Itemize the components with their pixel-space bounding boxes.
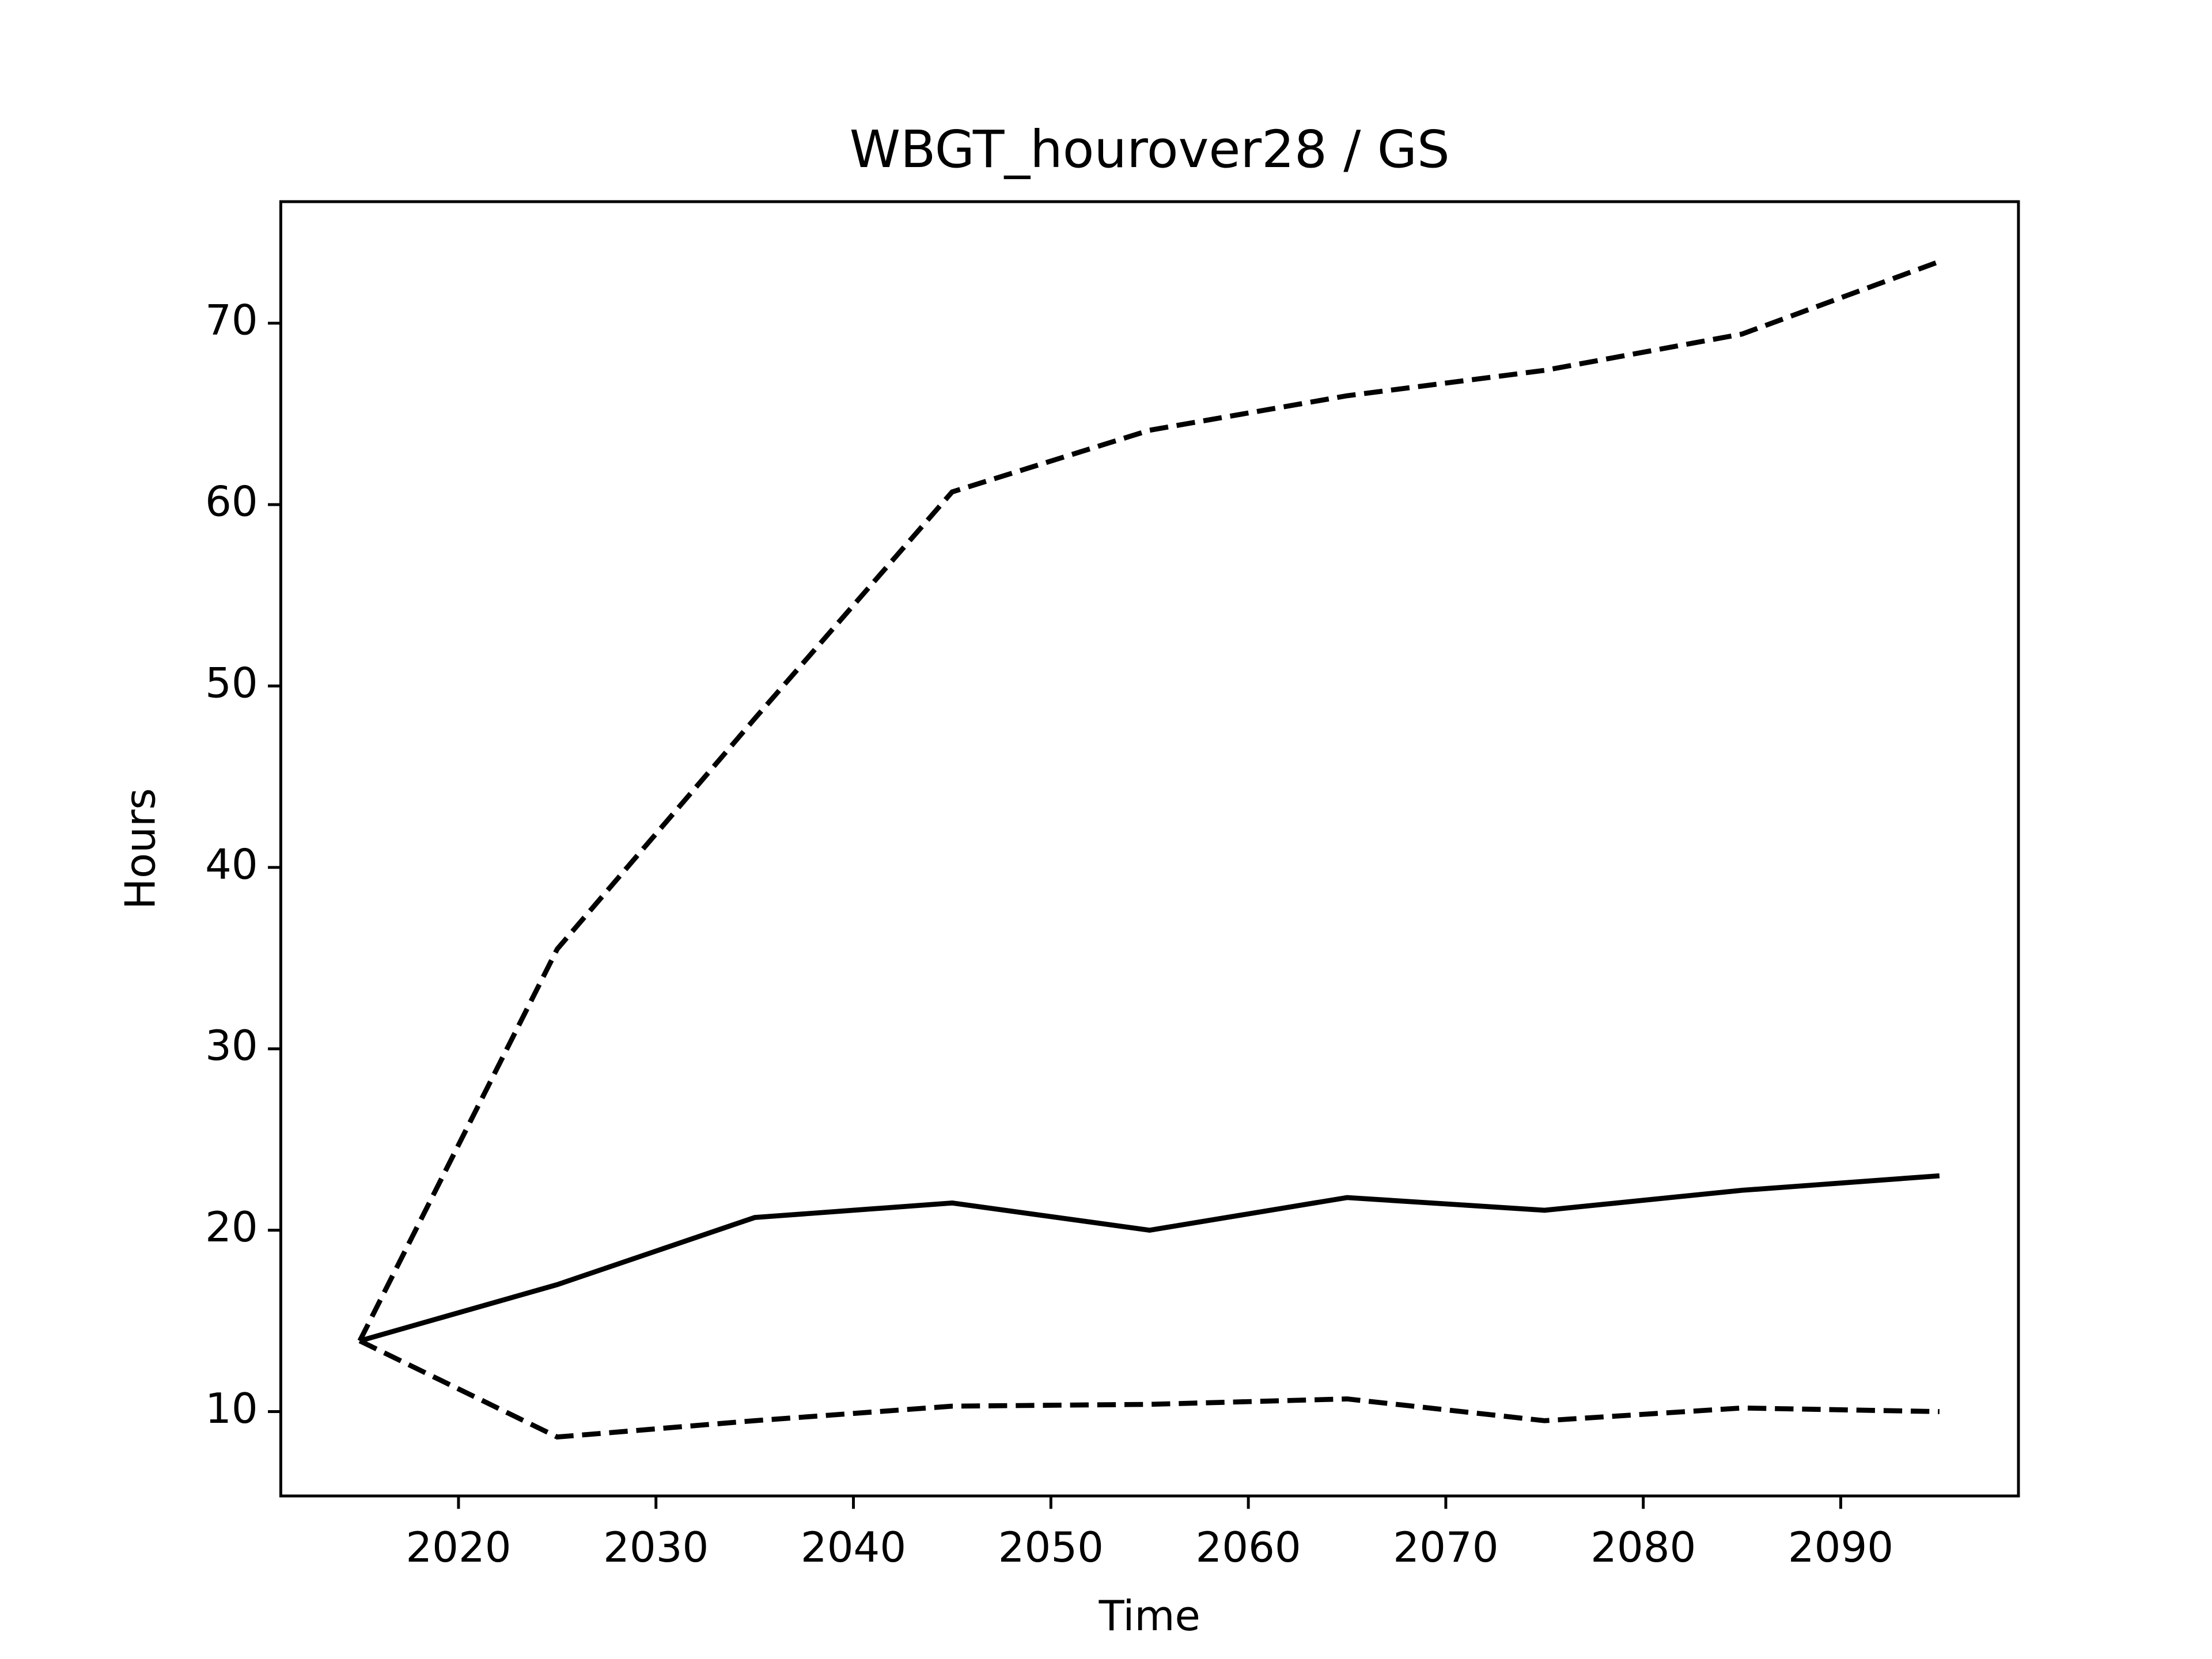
y-tick-label: 10 [205,1384,258,1433]
y-tick-label: 30 [205,1021,258,1070]
chart-title: WBGT_hourover28 / GS [850,120,1450,180]
x-tick-label: 2080 [1590,1523,1696,1571]
y-tick-label: 50 [205,658,258,707]
plot-frame [279,200,2020,1498]
line [358,1338,1940,1440]
x-tick-label: 2020 [406,1523,511,1571]
y-tick-label: 70 [205,296,258,344]
x-tick-label: 2090 [1788,1523,1893,1571]
x-tick-label: 2050 [998,1523,1104,1571]
x-tick-label: 2040 [801,1523,906,1571]
y-tick-label: 60 [205,477,258,525]
y-tick-label: 20 [205,1203,258,1251]
x-tick-label: 2060 [1196,1523,1301,1571]
line [357,259,1941,1342]
y-axis-label: Hours [116,788,165,910]
x-tick-label: 2030 [603,1523,709,1571]
line [359,1173,1940,1343]
x-tick-label: 2070 [1393,1523,1498,1571]
y-tick-label: 40 [205,840,258,888]
x-axis-label: Time [1099,1592,1200,1640]
